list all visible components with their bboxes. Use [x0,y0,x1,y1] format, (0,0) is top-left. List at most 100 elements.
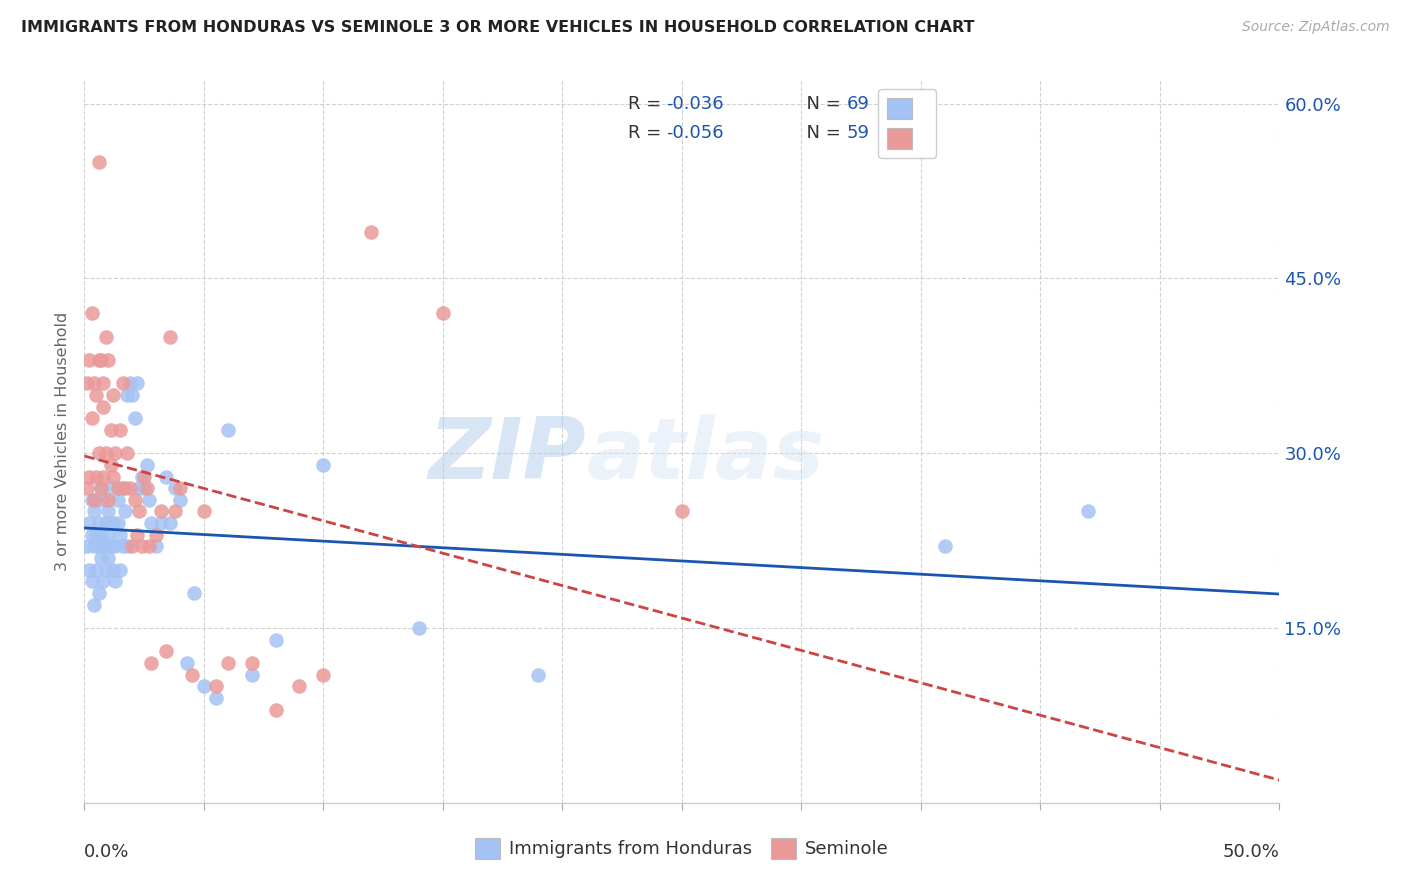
Legend: Immigrants from Honduras, Seminole: Immigrants from Honduras, Seminole [468,830,896,866]
Point [104,574,127,589]
Point [77,469,100,483]
Point [111,481,134,495]
Point [90,551,112,566]
Point [110,563,132,577]
Point [181,667,204,681]
Point [86,469,108,483]
Point [94,446,117,460]
Point [128,481,150,495]
Point [288,679,311,693]
Point [110,423,132,437]
Point [87,516,110,530]
Point [97,528,120,542]
Point [131,469,153,483]
Point [87,154,110,169]
Point [101,388,124,402]
Point [240,656,263,670]
Point [1077,504,1099,518]
Point [97,504,120,518]
Point [100,481,122,495]
Point [934,540,956,554]
Text: 50.0%: 50.0% [1223,843,1279,861]
Text: 0.0%: 0.0% [84,843,129,861]
Point [94,329,117,343]
Point [125,528,148,542]
Text: atlas: atlas [586,415,824,498]
Point [135,458,157,472]
Point [83,376,105,391]
Text: ZIP: ZIP [429,415,586,498]
Point [155,469,177,483]
Point [114,481,136,495]
Point [159,516,181,530]
Point [159,329,181,343]
Point [80,492,103,507]
Point [118,481,141,495]
Point [121,388,143,402]
Point [97,551,120,566]
Point [141,516,163,530]
Point [138,492,160,507]
Point [90,528,112,542]
Point [93,540,115,554]
Point [149,504,172,518]
Point [117,446,139,460]
Point [97,353,120,368]
Point [104,446,127,460]
Point [86,492,108,507]
Point [80,528,103,542]
Point [76,376,98,391]
Point [110,528,132,542]
Point [100,540,122,554]
Text: R =: R = [628,95,666,112]
Point [312,458,335,472]
Point [128,504,150,518]
Point [264,632,287,647]
Point [132,481,156,495]
Point [183,586,205,600]
Point [360,225,382,239]
Point [87,353,110,368]
Point [312,667,335,681]
Y-axis label: 3 or more Vehicles in Household: 3 or more Vehicles in Household [55,312,70,571]
Point [94,516,117,530]
Point [165,504,187,518]
Point [124,411,146,425]
Text: N =: N = [796,124,846,142]
Text: R =: R = [628,124,666,142]
Point [101,516,124,530]
Point [87,446,110,460]
Point [80,574,103,589]
Point [93,400,115,414]
Point [125,376,148,391]
Point [141,656,163,670]
Point [117,388,139,402]
Point [149,516,172,530]
Point [83,540,105,554]
Point [94,563,117,577]
Text: IMMIGRANTS FROM HONDURAS VS SEMINOLE 3 OR MORE VEHICLES IN HOUSEHOLD CORRELATION: IMMIGRANTS FROM HONDURAS VS SEMINOLE 3 O… [21,20,974,35]
Point [145,528,167,542]
Point [76,481,98,495]
Point [104,540,127,554]
Point [100,423,122,437]
Point [432,306,454,320]
Point [97,492,120,507]
Point [671,504,693,518]
Point [118,376,141,391]
Point [86,528,108,542]
Point [107,481,129,495]
Point [205,679,228,693]
Point [107,492,129,507]
Point [93,376,115,391]
Point [90,481,112,495]
Point [107,516,129,530]
Point [93,574,115,589]
Point [114,504,136,518]
Point [80,411,103,425]
Text: -0.056: -0.056 [666,124,724,142]
Text: -0.036: -0.036 [666,95,724,112]
Point [90,353,112,368]
Point [111,376,134,391]
Point [83,492,105,507]
